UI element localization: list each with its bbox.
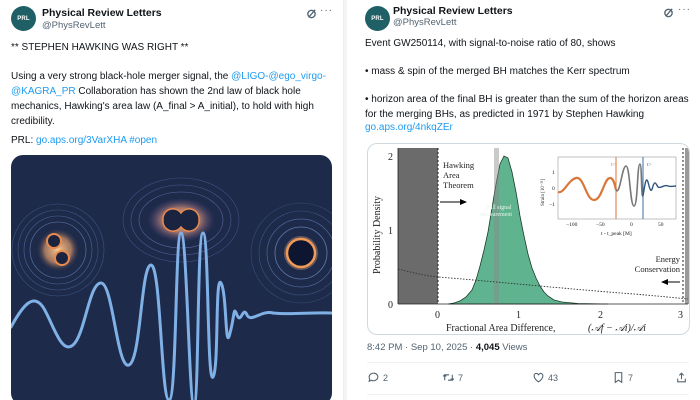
prl-label: PRL: — [11, 135, 37, 146]
svg-text:−100: −100 — [566, 222, 578, 228]
prl-link-line: PRL: go.aps.org/3VarXHA #open — [11, 133, 157, 148]
bookmark-count: 7 — [628, 372, 634, 383]
author-handle[interactable]: @PhysRevLett — [393, 17, 457, 28]
svg-text:t<: t< — [611, 162, 616, 168]
svg-text:t>: t> — [647, 162, 652, 168]
reply-button[interactable]: 2 — [367, 371, 388, 384]
x-axis-label: Fractional Area Difference, — [446, 323, 555, 334]
svg-text:1: 1 — [552, 170, 555, 176]
merging-black-holes — [122, 177, 240, 263]
bookmark-button[interactable]: 7 — [612, 371, 633, 384]
body-text: Collaboration has shown the 2nd law of b… — [11, 86, 314, 127]
repost-icon — [442, 374, 455, 381]
svg-text:Conservation: Conservation — [635, 264, 681, 274]
svg-text:0: 0 — [388, 300, 393, 311]
grok-icon[interactable] — [306, 8, 317, 19]
svg-text:1: 1 — [516, 310, 521, 321]
body-text: Using a very strong black-hole merger si… — [11, 71, 232, 82]
post-body: Using a very strong black-hole merger si… — [11, 69, 336, 129]
svg-text:Area: Area — [443, 170, 460, 180]
divider-line — [367, 362, 689, 363]
author-name[interactable]: Physical Review Letters — [393, 5, 513, 17]
svg-text:50: 50 — [658, 222, 664, 228]
more-icon[interactable]: ··· — [678, 4, 691, 15]
svg-text:−1: −1 — [549, 202, 555, 208]
author-name[interactable]: Physical Review Letters — [42, 7, 162, 19]
post-meta: 8:42 PM · Sep 10, 2025 · 4,045 Views — [367, 342, 527, 353]
svg-text:−50: −50 — [596, 222, 605, 228]
repost-button[interactable]: 7 — [442, 371, 463, 384]
meta-sep: · — [402, 342, 411, 353]
post-date[interactable]: Sep 10, 2025 — [410, 342, 468, 353]
full-signal-label: Full signal — [486, 205, 512, 211]
svg-text:3: 3 — [678, 310, 683, 321]
bullet-area: • horizon area of the final BH is greate… — [365, 94, 689, 120]
hashtag-open[interactable]: #open — [129, 135, 158, 146]
share-button[interactable] — [675, 371, 688, 384]
bookmark-icon — [614, 372, 623, 384]
action-bar: 2 7 43 7 — [367, 371, 689, 389]
black-hole-merger-illustration — [11, 177, 332, 400]
posterior-histogram — [447, 155, 609, 305]
post-image[interactable] — [11, 155, 332, 400]
svg-text:2: 2 — [388, 152, 393, 163]
mention-ligo[interactable]: @LIGO — [231, 71, 266, 82]
more-icon[interactable]: ··· — [320, 5, 333, 16]
full-signal-band — [494, 148, 499, 304]
svg-text:0: 0 — [435, 310, 440, 321]
left-post: PRL Physical Review Letters @PhysRevLett… — [0, 0, 340, 400]
panel-divider — [343, 0, 347, 400]
like-button[interactable]: 43 — [532, 371, 558, 384]
divider-line — [367, 394, 689, 395]
share-icon — [677, 372, 686, 383]
svg-text:t - t_peak [M]: t - t_peak [M] — [601, 231, 632, 237]
final-black-hole — [250, 202, 332, 304]
binary-black-holes — [11, 203, 105, 297]
excluded-region-right — [685, 148, 689, 304]
reply-count: 2 — [383, 372, 389, 383]
chart-svg: Full signal measurement 0 1 2 0 1 2 3 Fractio… — [372, 148, 689, 334]
bullet-kerr: • mass & spin of the merged BH matches t… — [365, 66, 630, 77]
svg-text:Strain [10⁻²¹]: Strain [10⁻²¹] — [540, 179, 546, 206]
grok-icon[interactable] — [663, 7, 674, 18]
svg-text:2: 2 — [598, 310, 603, 321]
post-line-1: Event GW250114, with signal-to-noise rat… — [365, 38, 616, 49]
svg-text:Hawking: Hawking — [443, 160, 475, 170]
mention-sep: - — [265, 71, 269, 82]
heart-icon — [533, 372, 544, 383]
post-headline: ** STEPHEN HAWKING WAS RIGHT ** — [11, 42, 189, 53]
reply-icon — [368, 372, 379, 383]
post-time[interactable]: 8:42 PM — [367, 342, 403, 353]
svg-text:Theorem: Theorem — [443, 180, 474, 190]
strain-inset: t< t> 1 0 −1 −100 −50 0 50 t - t_peak [M] Str… — [540, 156, 677, 237]
article-link[interactable]: go.aps.org/3VarXHA — [36, 135, 127, 146]
svg-text:1: 1 — [388, 226, 393, 237]
x-ticks: 0 1 2 3 — [435, 310, 683, 321]
y-axis-label: Probability Density — [372, 196, 383, 274]
avatar[interactable]: PRL — [365, 6, 390, 31]
repost-count: 7 — [458, 372, 464, 383]
views-count: 4,045 — [475, 342, 500, 353]
article-link[interactable]: go.aps.org/4nkqZEr — [365, 122, 453, 133]
svg-text:0: 0 — [552, 186, 555, 192]
prior-curve — [397, 268, 689, 300]
mention-sep: - — [322, 71, 326, 82]
views-label: Views — [502, 342, 528, 353]
svg-text:0: 0 — [630, 222, 633, 228]
svg-text:Energy: Energy — [656, 254, 681, 264]
avatar[interactable]: PRL — [11, 6, 36, 31]
gravitational-waveform — [11, 231, 332, 400]
area-theorem-chart[interactable]: Full signal measurement 0 1 2 0 1 2 3 Fractio… — [367, 143, 690, 335]
like-count: 43 — [548, 372, 559, 383]
meta-sep: · — [467, 342, 476, 353]
svg-text:measurement: measurement — [480, 212, 512, 218]
mention-ego-virgo[interactable]: @ego_virgo — [268, 71, 323, 82]
svg-text:(𝒜f − 𝒜i)/𝒜i: (𝒜f − 𝒜i)/𝒜i — [588, 323, 647, 334]
excluded-region-left — [398, 148, 438, 304]
author-handle[interactable]: @PhysRevLett — [42, 20, 106, 31]
y-ticks: 0 1 2 — [388, 152, 393, 311]
mention-kagra[interactable]: @KAGRA_PR — [11, 86, 76, 97]
